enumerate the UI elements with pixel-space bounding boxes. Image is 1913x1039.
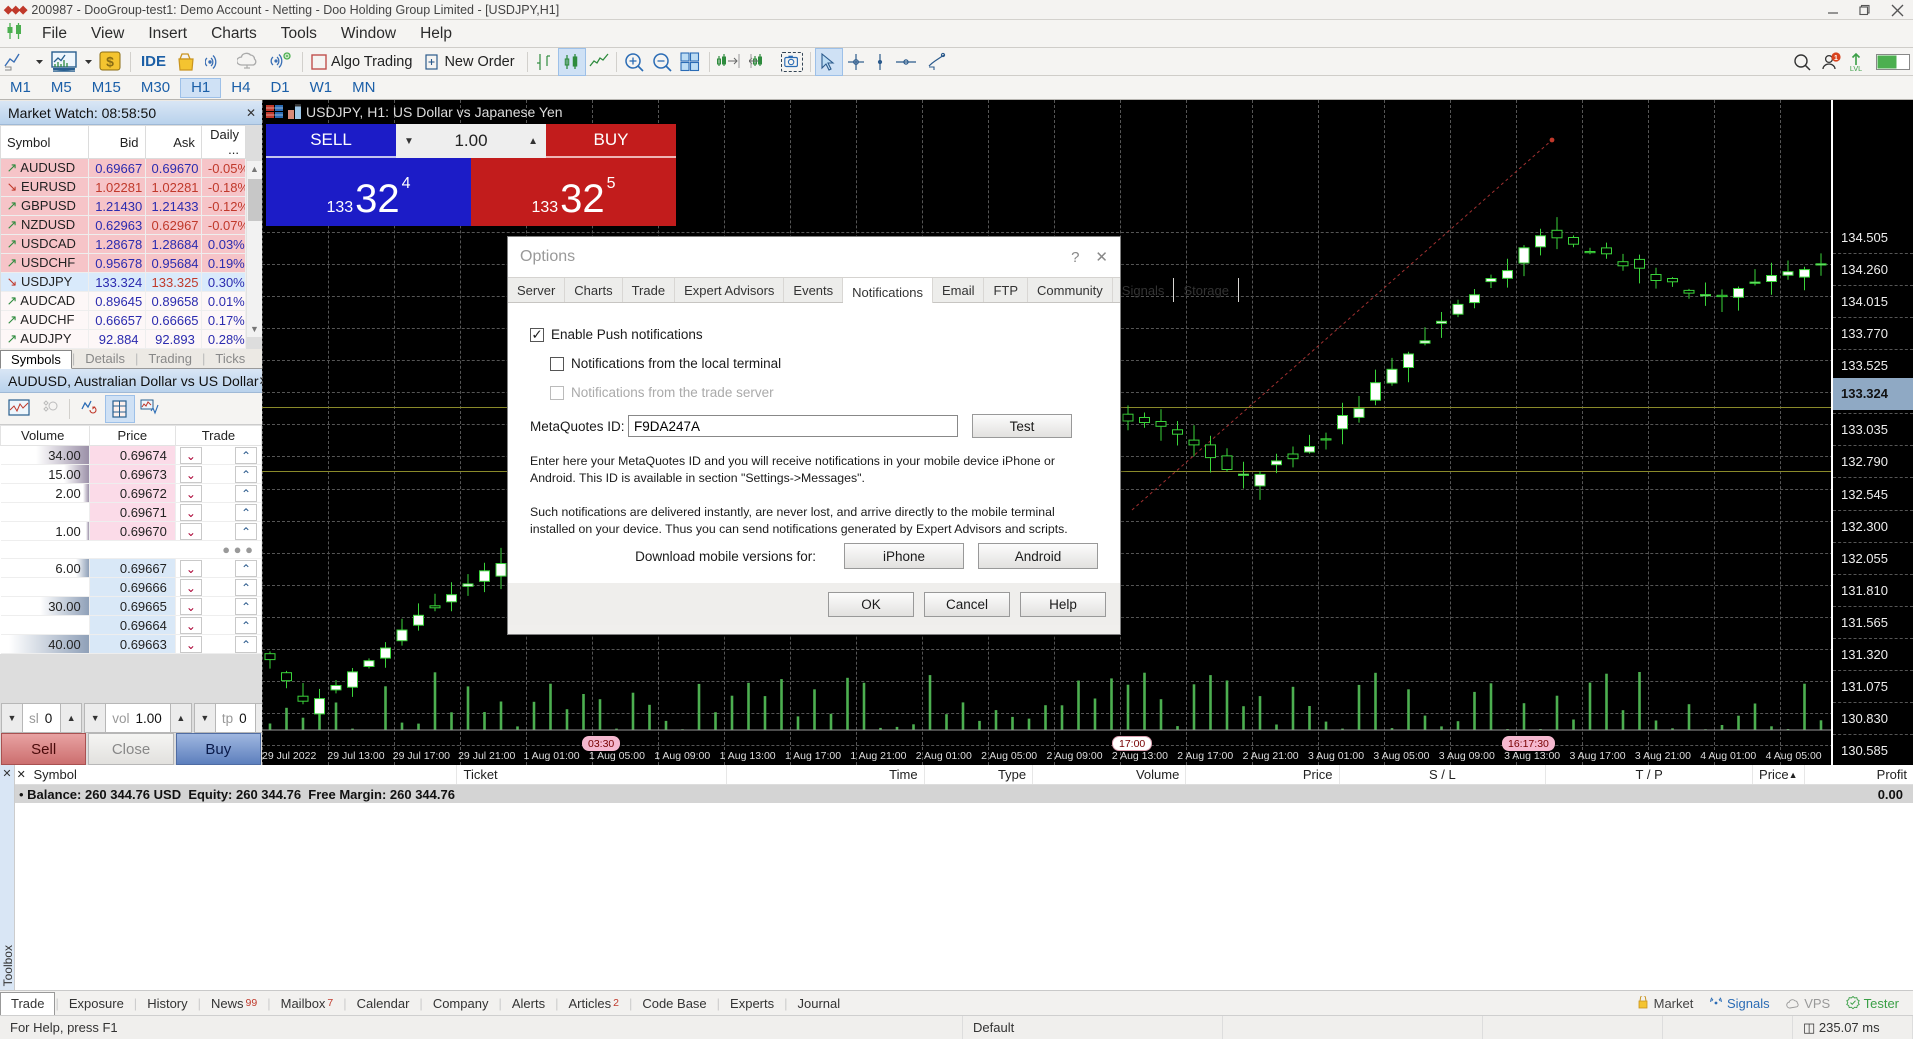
- svg-text:LVL: LVL: [1850, 64, 1862, 72]
- svg-text:$: $: [106, 53, 114, 69]
- svg-text:1: 1: [1834, 55, 1838, 62]
